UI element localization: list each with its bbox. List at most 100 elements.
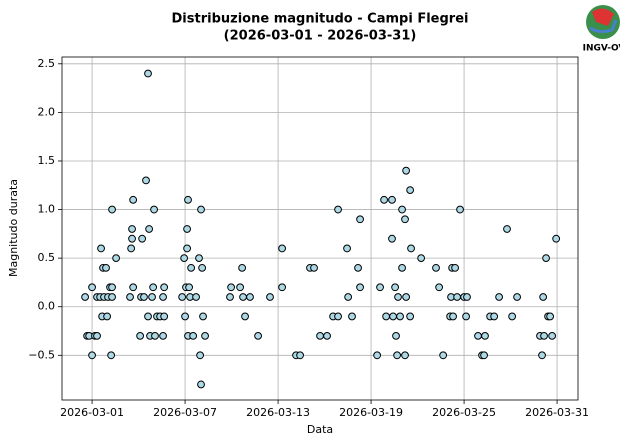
y-tick-label: 2.5 bbox=[38, 57, 56, 70]
y-tick-label: 1.0 bbox=[38, 203, 56, 216]
point bbox=[151, 331, 159, 340]
point bbox=[495, 293, 504, 301]
point bbox=[183, 225, 191, 233]
point bbox=[108, 293, 116, 301]
point bbox=[180, 254, 189, 263]
point bbox=[238, 263, 247, 272]
point bbox=[503, 225, 511, 233]
point bbox=[136, 331, 145, 340]
point bbox=[449, 312, 457, 321]
point bbox=[93, 331, 101, 340]
point bbox=[178, 293, 187, 301]
point bbox=[548, 331, 557, 340]
y-tick-label: 1.5 bbox=[38, 154, 56, 167]
point bbox=[246, 293, 254, 301]
point bbox=[127, 244, 136, 253]
point bbox=[159, 331, 167, 340]
y-axis-label: Magnitudo durata bbox=[7, 179, 20, 277]
point bbox=[546, 312, 554, 321]
point bbox=[356, 215, 364, 224]
point bbox=[435, 283, 444, 292]
point bbox=[402, 166, 411, 175]
x-tick-label: 2026-03-19 bbox=[339, 406, 403, 419]
logo-shape bbox=[592, 8, 614, 26]
point bbox=[197, 205, 205, 214]
point bbox=[310, 263, 318, 272]
logo: INGV-OV bbox=[583, 5, 620, 54]
point bbox=[343, 244, 351, 253]
x-tick-label: 2026-03-13 bbox=[246, 406, 310, 419]
point bbox=[490, 312, 499, 321]
point bbox=[266, 293, 274, 301]
point bbox=[185, 283, 194, 292]
point bbox=[97, 244, 105, 253]
point bbox=[380, 195, 388, 204]
point bbox=[239, 293, 247, 301]
y-tick-label: 0.5 bbox=[38, 251, 56, 264]
point bbox=[160, 283, 169, 292]
point bbox=[388, 234, 396, 243]
point bbox=[144, 312, 152, 321]
point bbox=[88, 351, 96, 360]
point bbox=[388, 195, 396, 204]
point bbox=[474, 331, 482, 340]
point bbox=[126, 293, 134, 301]
point bbox=[432, 263, 440, 272]
point bbox=[334, 205, 342, 214]
point bbox=[323, 331, 331, 340]
y-tick-label: 0.0 bbox=[38, 300, 56, 313]
point bbox=[129, 195, 138, 204]
point bbox=[107, 351, 116, 360]
point bbox=[542, 254, 550, 263]
point bbox=[513, 293, 521, 301]
point bbox=[112, 254, 120, 263]
point bbox=[456, 205, 464, 214]
logo-wave bbox=[589, 19, 618, 34]
point bbox=[453, 293, 461, 301]
point bbox=[373, 351, 382, 360]
point bbox=[451, 263, 459, 272]
point bbox=[401, 215, 409, 224]
point bbox=[88, 283, 96, 292]
point bbox=[348, 312, 356, 321]
point bbox=[481, 331, 489, 340]
point bbox=[184, 195, 192, 204]
point bbox=[128, 234, 136, 243]
logo-text: INGV-OV bbox=[583, 44, 620, 54]
point bbox=[183, 244, 191, 253]
point bbox=[198, 263, 207, 272]
x-tick-label: 2026-03-01 bbox=[60, 406, 124, 419]
point bbox=[398, 205, 406, 214]
y-tick-label: 2.0 bbox=[38, 105, 56, 118]
point bbox=[150, 205, 158, 214]
point bbox=[108, 205, 116, 214]
point bbox=[296, 351, 304, 360]
point bbox=[462, 312, 470, 321]
point bbox=[401, 351, 409, 360]
point bbox=[138, 234, 147, 243]
point bbox=[439, 351, 448, 360]
point bbox=[236, 283, 244, 292]
point bbox=[539, 293, 548, 301]
point bbox=[196, 351, 205, 360]
point bbox=[227, 283, 236, 292]
point bbox=[391, 283, 399, 292]
point bbox=[159, 293, 167, 301]
point bbox=[81, 293, 89, 301]
point bbox=[376, 283, 384, 292]
point bbox=[278, 283, 287, 292]
point bbox=[402, 293, 411, 301]
point bbox=[508, 312, 517, 321]
point bbox=[149, 283, 158, 292]
point bbox=[160, 312, 169, 321]
point bbox=[316, 331, 324, 340]
point bbox=[108, 283, 116, 292]
point bbox=[187, 263, 196, 272]
point bbox=[394, 293, 402, 301]
point bbox=[128, 225, 136, 233]
point bbox=[129, 283, 138, 292]
point bbox=[463, 293, 471, 301]
point bbox=[254, 331, 262, 340]
